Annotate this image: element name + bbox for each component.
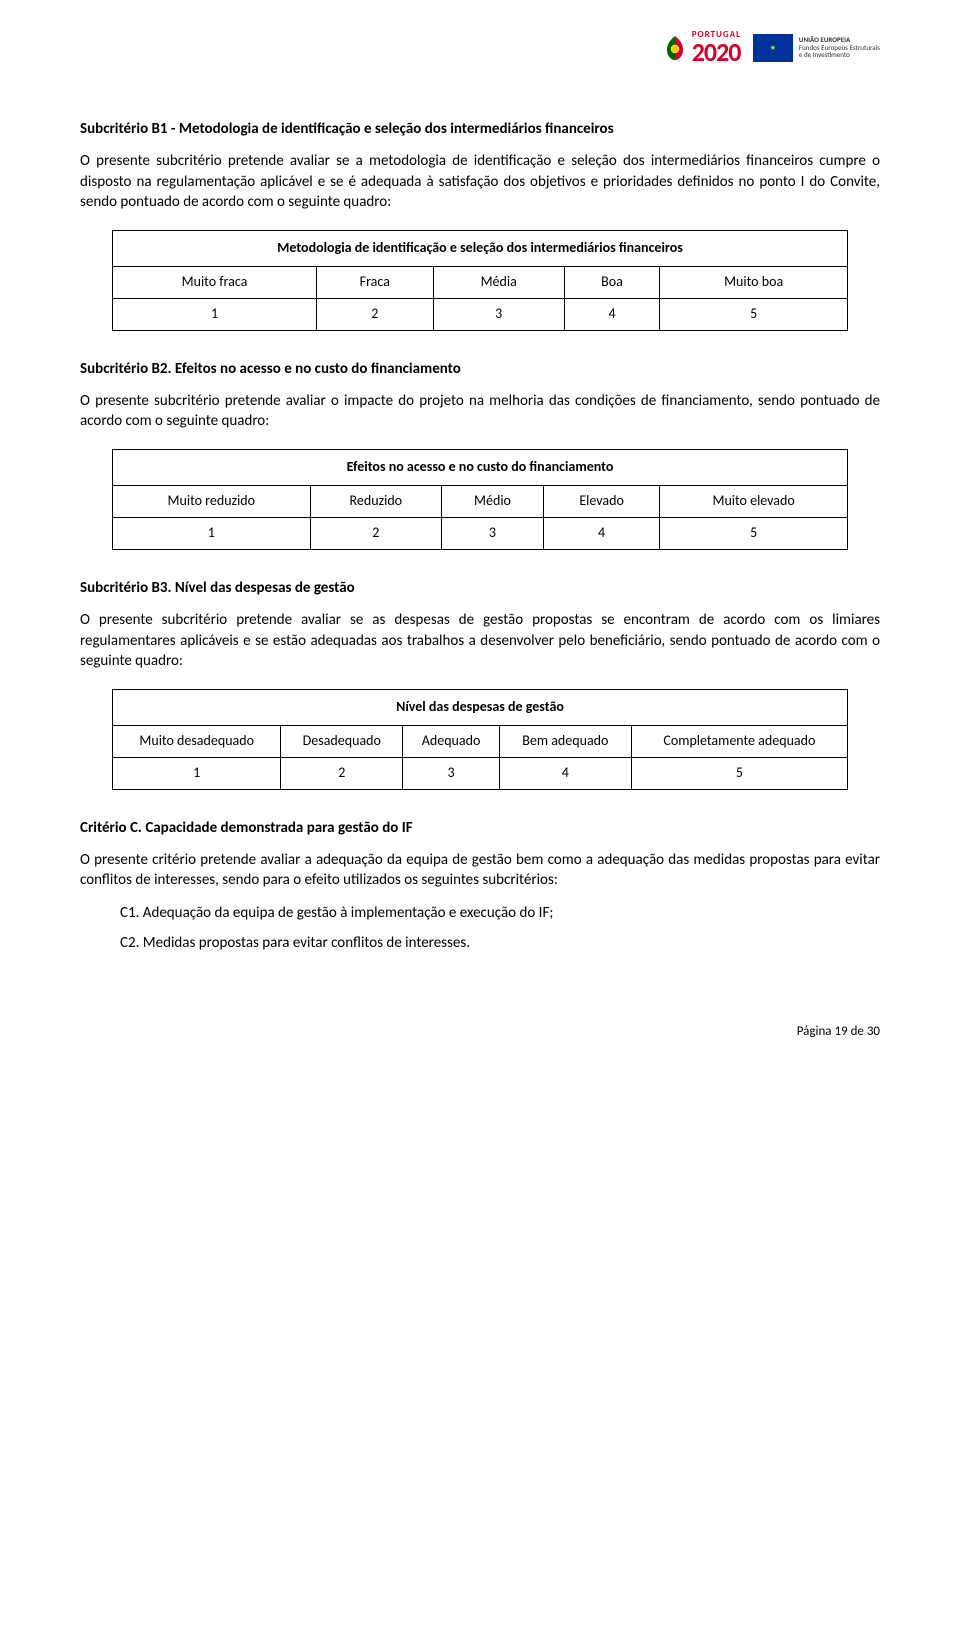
table-cell: 4 bbox=[499, 757, 631, 789]
table-cell: Médio bbox=[442, 486, 544, 518]
eu-logo: ⋆ UNIÃO EUROPEIA Fundos Europeus Estrutu… bbox=[753, 34, 880, 62]
table-cell: Boa bbox=[564, 266, 659, 298]
b3-paragraph: O presente subcritério pretende avaliar … bbox=[80, 610, 880, 671]
b1-paragraph: O presente subcritério pretende avaliar … bbox=[80, 151, 880, 212]
table-cell: 3 bbox=[433, 298, 564, 330]
b3-table-title: Nível das despesas de gestão bbox=[113, 690, 848, 726]
table-cell: Fraca bbox=[317, 266, 434, 298]
page-footer: Página 19 de 30 bbox=[80, 963, 880, 1041]
portugal2020-logo: PORTUGAL 2020 bbox=[664, 30, 741, 65]
b2-table: Efeitos no acesso e no custo do financia… bbox=[112, 449, 848, 550]
b3-heading: Subcritério B3. Nível das despesas de ge… bbox=[80, 578, 880, 598]
eu-line3: e de Investimento bbox=[799, 51, 880, 59]
eu-flag-icon: ⋆ bbox=[753, 34, 793, 62]
table-cell: Desadequado bbox=[281, 725, 403, 757]
table-cell: 5 bbox=[631, 757, 847, 789]
table-cell: 5 bbox=[660, 518, 848, 550]
table-cell: Completamente adequado bbox=[631, 725, 847, 757]
c-heading: Critério C. Capacidade demonstrada para … bbox=[80, 818, 880, 838]
portugal-flag-icon bbox=[664, 34, 686, 62]
pt2020-main-label: 2020 bbox=[692, 39, 741, 65]
table-cell: 5 bbox=[660, 298, 848, 330]
table-cell: 1 bbox=[113, 757, 281, 789]
table-cell: 2 bbox=[317, 298, 434, 330]
page-number: Página 19 de 30 bbox=[797, 1024, 880, 1039]
table-cell: Bem adequado bbox=[499, 725, 631, 757]
table-cell: Reduzido bbox=[310, 486, 441, 518]
table-cell: 1 bbox=[113, 298, 317, 330]
table-cell: 2 bbox=[310, 518, 441, 550]
table-cell: Muito reduzido bbox=[113, 486, 311, 518]
table-cell: 3 bbox=[442, 518, 544, 550]
b2-heading: Subcritério B2. Efeitos no acesso e no c… bbox=[80, 359, 880, 379]
table-cell: 4 bbox=[543, 518, 659, 550]
c1-item: C1. Adequação da equipa de gestão à impl… bbox=[80, 903, 880, 923]
table-cell: Muito fraca bbox=[113, 266, 317, 298]
table-cell: Muito boa bbox=[660, 266, 848, 298]
b1-table: Metodologia de identificação e seleção d… bbox=[112, 230, 848, 331]
b3-table: Nível das despesas de gestão Muito desad… bbox=[112, 689, 848, 790]
b1-heading: Subcritério B1 - Metodologia de identifi… bbox=[80, 119, 880, 139]
c-paragraph: O presente critério pretende avaliar a a… bbox=[80, 850, 880, 891]
b1-table-title: Metodologia de identificação e seleção d… bbox=[113, 231, 848, 267]
table-cell: 1 bbox=[113, 518, 311, 550]
table-cell: Muito elevado bbox=[660, 486, 848, 518]
table-cell: Elevado bbox=[543, 486, 659, 518]
header-logos: PORTUGAL 2020 ⋆ UNIÃO EUROPEIA Fundos Eu… bbox=[80, 20, 880, 95]
b2-paragraph: O presente subcritério pretende avaliar … bbox=[80, 391, 880, 432]
b2-table-title: Efeitos no acesso e no custo do financia… bbox=[113, 450, 848, 486]
table-cell: Muito desadequado bbox=[113, 725, 281, 757]
document-page: PORTUGAL 2020 ⋆ UNIÃO EUROPEIA Fundos Eu… bbox=[0, 0, 960, 1081]
c2-item: C2. Medidas propostas para evitar confli… bbox=[80, 933, 880, 953]
table-cell: Adequado bbox=[403, 725, 500, 757]
table-cell: Média bbox=[433, 266, 564, 298]
eu-text: UNIÃO EUROPEIA Fundos Europeus Estrutura… bbox=[799, 36, 880, 59]
table-cell: 4 bbox=[564, 298, 659, 330]
table-cell: 3 bbox=[403, 757, 500, 789]
table-cell: 2 bbox=[281, 757, 403, 789]
portugal2020-text: PORTUGAL 2020 bbox=[692, 30, 741, 65]
